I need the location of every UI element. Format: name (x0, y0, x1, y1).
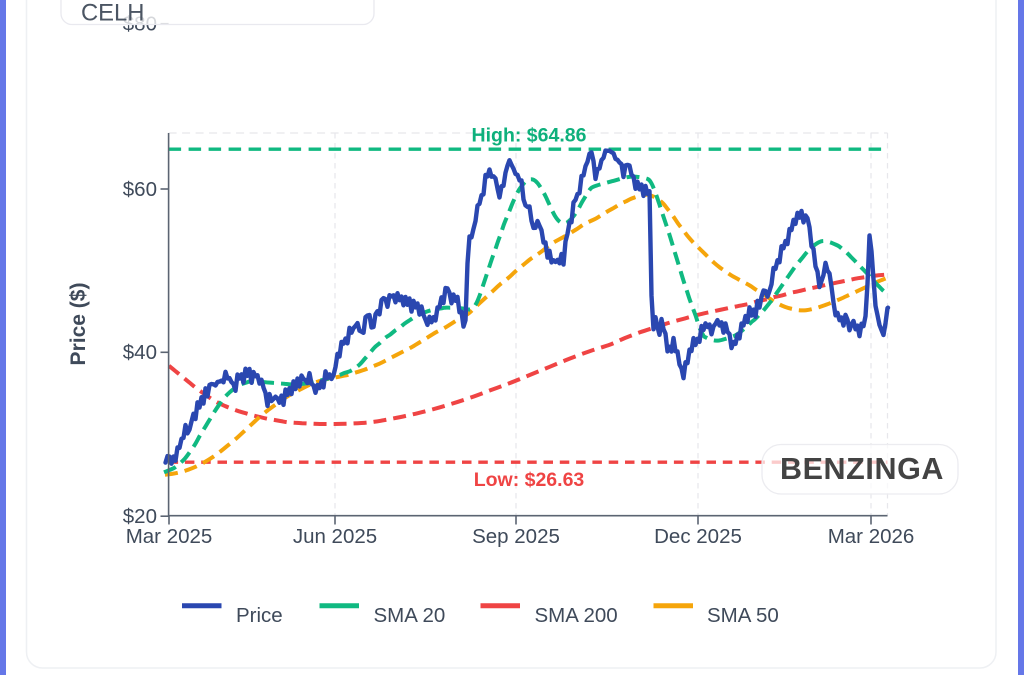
svg-text:Price: Price (236, 604, 283, 627)
svg-text:$20: $20 (123, 505, 157, 528)
svg-text:SMA 50: SMA 50 (707, 604, 779, 627)
svg-text:CELH: CELH (81, 0, 144, 27)
svg-text:Price ($): Price ($) (67, 283, 90, 366)
svg-text:SMA 200: SMA 200 (535, 604, 618, 627)
svg-text:Dec 2025: Dec 2025 (654, 525, 742, 548)
svg-text:$60: $60 (123, 178, 157, 201)
svg-text:Sep 2025: Sep 2025 (472, 525, 560, 548)
svg-text:BENZINGA: BENZINGA (780, 452, 944, 486)
svg-text:$40: $40 (123, 341, 157, 364)
svg-text:Mar 2025: Mar 2025 (126, 525, 213, 548)
svg-text:Mar 2026: Mar 2026 (828, 525, 915, 548)
svg-text:Jun 2025: Jun 2025 (293, 525, 377, 548)
svg-text:Low: $26.63: Low: $26.63 (474, 469, 585, 491)
svg-text:High: $64.86: High: $64.86 (472, 125, 587, 147)
svg-text:SMA 20: SMA 20 (374, 604, 446, 627)
